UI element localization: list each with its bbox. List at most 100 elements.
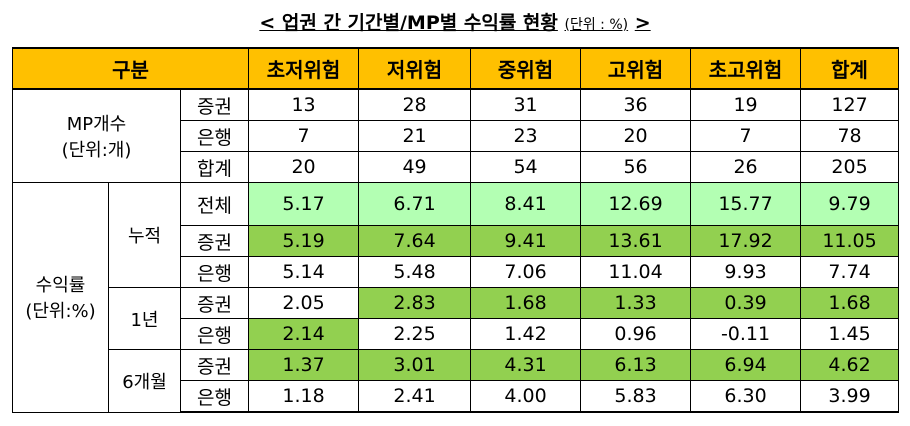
value-cell: 12.69 (580, 182, 692, 226)
value-cell: 4.62 (800, 349, 900, 381)
value-cell: 7.06 (470, 256, 582, 288)
value-cell: 17.92 (690, 225, 802, 257)
label-line: MP개수 (66, 114, 127, 135)
row-label: 은행 (179, 318, 250, 350)
value-cell: 28 (358, 88, 472, 121)
value-cell: 127 (800, 88, 900, 121)
value-cell: 1.45 (800, 318, 900, 350)
value-cell: -0.11 (690, 318, 802, 350)
label-line: (단위:%) (25, 301, 96, 323)
value-cell: 3.01 (358, 349, 472, 381)
value-cell: 205 (800, 151, 900, 183)
row: 6개월 증권 1.37 3.01 4.31 6.13 6.94 4.62 (13, 349, 900, 413)
value-cell: 11.05 (800, 225, 900, 257)
row: 합계 20 49 54 56 26 205 (13, 151, 900, 183)
value-cell: 5.19 (248, 225, 360, 257)
value-cell: 9.79 (800, 182, 900, 226)
row: MP개수 (단위:개) 증권 13 28 31 36 19 127 (12, 88, 900, 183)
value-cell: 2.05 (248, 287, 360, 319)
table: 구분 초저위험 저위험 중위험 고위험 초고위험 합계 MP개수 (단위:개) 증권 13 28 31 3… (11, 47, 900, 413)
value-cell: 6.94 (690, 349, 802, 381)
value-cell: 0.96 (580, 318, 692, 350)
row-label: 증권 (179, 349, 250, 381)
value-cell: 7.74 (800, 256, 900, 288)
row: 은행 7 21 23 20 7 78 (13, 120, 900, 152)
value-cell: 5.14 (248, 256, 360, 288)
label-line: 수익률 (35, 275, 86, 297)
row: 은행 1.18 2.41 4.00 5.83 6.30 3.99 (13, 380, 900, 413)
value-cell: 5.83 (580, 380, 692, 413)
title-line: < 업권 간 기간별/MP별 수익률 현황 (단위 : %) > (0, 8, 910, 35)
value-cell: 7 (690, 120, 802, 152)
value-cell: 0.39 (690, 287, 802, 319)
value-cell: 78 (800, 120, 900, 152)
value-cell: 21 (358, 120, 472, 152)
row-label: 증권 (179, 88, 250, 121)
value-cell: 6.30 (690, 380, 802, 413)
header-label: 구분 (11, 47, 250, 90)
value-cell: 3.99 (800, 380, 900, 413)
value-cell: 26 (690, 151, 802, 183)
value-cell: 2.41 (358, 380, 472, 413)
row-label: 증권 (179, 225, 250, 257)
value-cell: 1.68 (800, 287, 900, 319)
value-cell: 11.04 (580, 256, 692, 288)
value-cell: 9.41 (470, 225, 582, 257)
value-cell: 15.77 (690, 182, 802, 226)
row-label: 전체 (179, 182, 250, 226)
value-cell: 31 (470, 88, 582, 121)
row: 증권 5.19 7.64 9.41 13.61 17.92 11.05 (13, 225, 900, 257)
value-cell: 9.93 (690, 256, 802, 288)
column-header: 초고위험 (690, 47, 802, 90)
value-cell: 6.13 (580, 349, 692, 381)
value-cell: 49 (358, 151, 472, 183)
value-cell: 36 (580, 88, 692, 121)
value-cell: 6.71 (358, 182, 472, 226)
row: 은행 2.14 2.25 1.42 0.96 -0.11 1.45 (13, 318, 900, 350)
group-label: 6개월 (108, 349, 181, 413)
value-cell: 56 (580, 151, 692, 183)
row-label: 은행 (179, 380, 250, 413)
value-cell: 8.41 (470, 182, 582, 226)
column-header: 고위험 (580, 47, 692, 90)
value-cell: 4.31 (470, 349, 582, 381)
row-label: 합계 (179, 151, 250, 183)
value-cell: 2.14 (248, 318, 360, 350)
row-label: 은행 (179, 256, 250, 288)
value-cell: 5.17 (248, 182, 360, 226)
value-cell: 13 (248, 88, 360, 121)
value-cell: 2.25 (358, 318, 472, 350)
row: 수익률 (단위:%) 누적 전체 5.17 6.71 8.41 12.69 15.77 9.79 (12, 182, 900, 413)
value-cell: 1.33 (580, 287, 692, 319)
value-cell: 54 (470, 151, 582, 183)
column-header: 저위험 (358, 47, 472, 90)
value-cell: 7.64 (358, 225, 472, 257)
value-cell: 20 (248, 151, 360, 183)
group-label: 누적 (108, 182, 181, 288)
row-label: 증권 (179, 287, 250, 319)
value-cell: 13.61 (580, 225, 692, 257)
value-cell: 1.68 (470, 287, 582, 319)
value-cell: 5.48 (358, 256, 472, 288)
title-end: > (634, 12, 651, 34)
value-cell: 20 (580, 120, 692, 152)
value-cell: 1.18 (248, 380, 360, 413)
column-header: 합계 (800, 47, 900, 90)
group-label: 1년 (108, 287, 181, 350)
value-cell: 1.37 (248, 349, 360, 381)
row: 1년 증권 2.05 2.83 1.68 1.33 0.39 1.68 (13, 287, 900, 350)
value-cell: 23 (470, 120, 582, 152)
value-cell: 4.00 (470, 380, 582, 413)
column-header: 중위험 (470, 47, 582, 90)
unit: (단위 : %) (564, 17, 629, 33)
value-cell: 7 (248, 120, 360, 152)
value-cell: 2.83 (358, 287, 472, 319)
section-label: 수익률 (단위:%) (12, 182, 109, 413)
row: 은행 5.14 5.48 7.06 11.04 9.93 7.74 (13, 256, 900, 288)
header-row: 구분 초저위험 저위험 중위험 고위험 초고위험 합계 (11, 47, 900, 90)
column-header: 초저위험 (248, 47, 360, 90)
value-cell: 19 (690, 88, 802, 121)
title: < 업권 간 기간별/MP별 수익률 현황 (259, 12, 558, 34)
label-line: (단위:개) (61, 140, 132, 161)
